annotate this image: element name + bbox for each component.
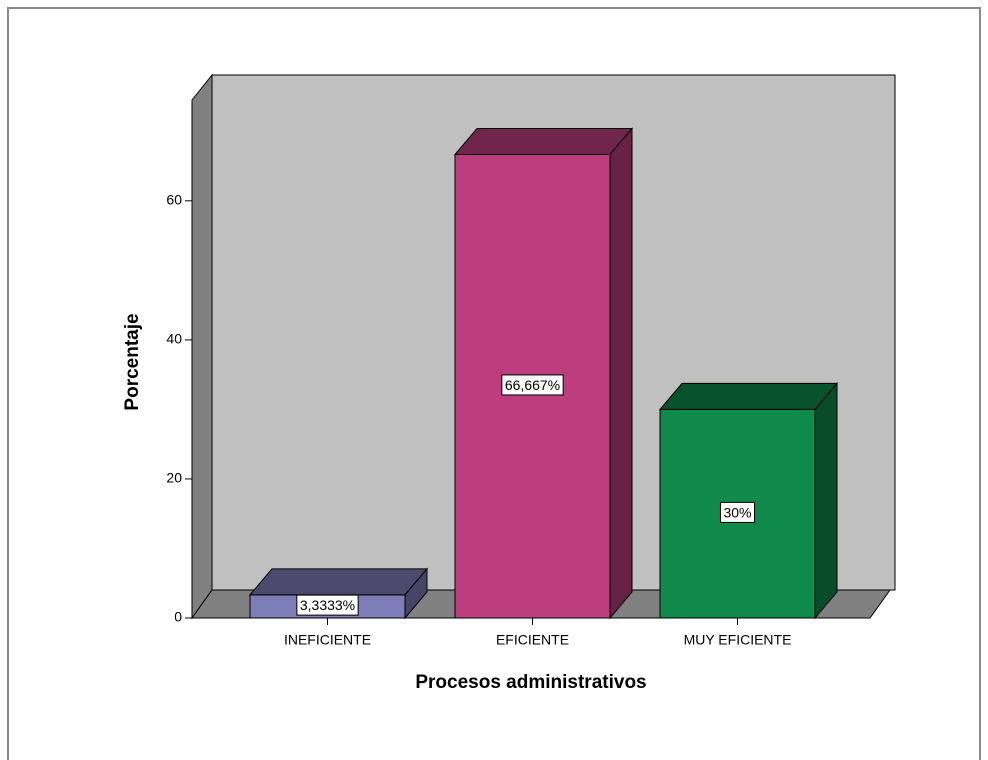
value-label: 30% — [723, 504, 751, 520]
bar-side — [814, 382, 838, 620]
y-tick-label: 20 — [166, 470, 182, 486]
bar-top — [658, 382, 839, 410]
x-tick-label: MUY EFICIENTE — [684, 632, 792, 648]
x-tick-label: INEFICIENTE — [284, 632, 371, 648]
bar-top — [248, 568, 429, 596]
bar-side — [609, 127, 633, 620]
x-tick-label: EFICIENTE — [496, 632, 569, 648]
y-tick-label: 40 — [166, 331, 182, 347]
value-label-box — [296, 594, 359, 616]
bar-side — [404, 567, 428, 620]
y-tick-label: 60 — [166, 192, 182, 208]
left-wall — [191, 73, 213, 620]
value-label-box — [719, 501, 756, 523]
value-label: 66,667% — [505, 377, 560, 393]
y-tick-label: 0 — [174, 609, 182, 625]
y-axis-title: Porcentaje — [122, 313, 143, 410]
bar-top — [453, 127, 634, 155]
x-axis-title: Procesos administrativos — [415, 672, 646, 693]
value-label-box — [501, 374, 564, 396]
value-label: 3,3333% — [300, 597, 355, 613]
